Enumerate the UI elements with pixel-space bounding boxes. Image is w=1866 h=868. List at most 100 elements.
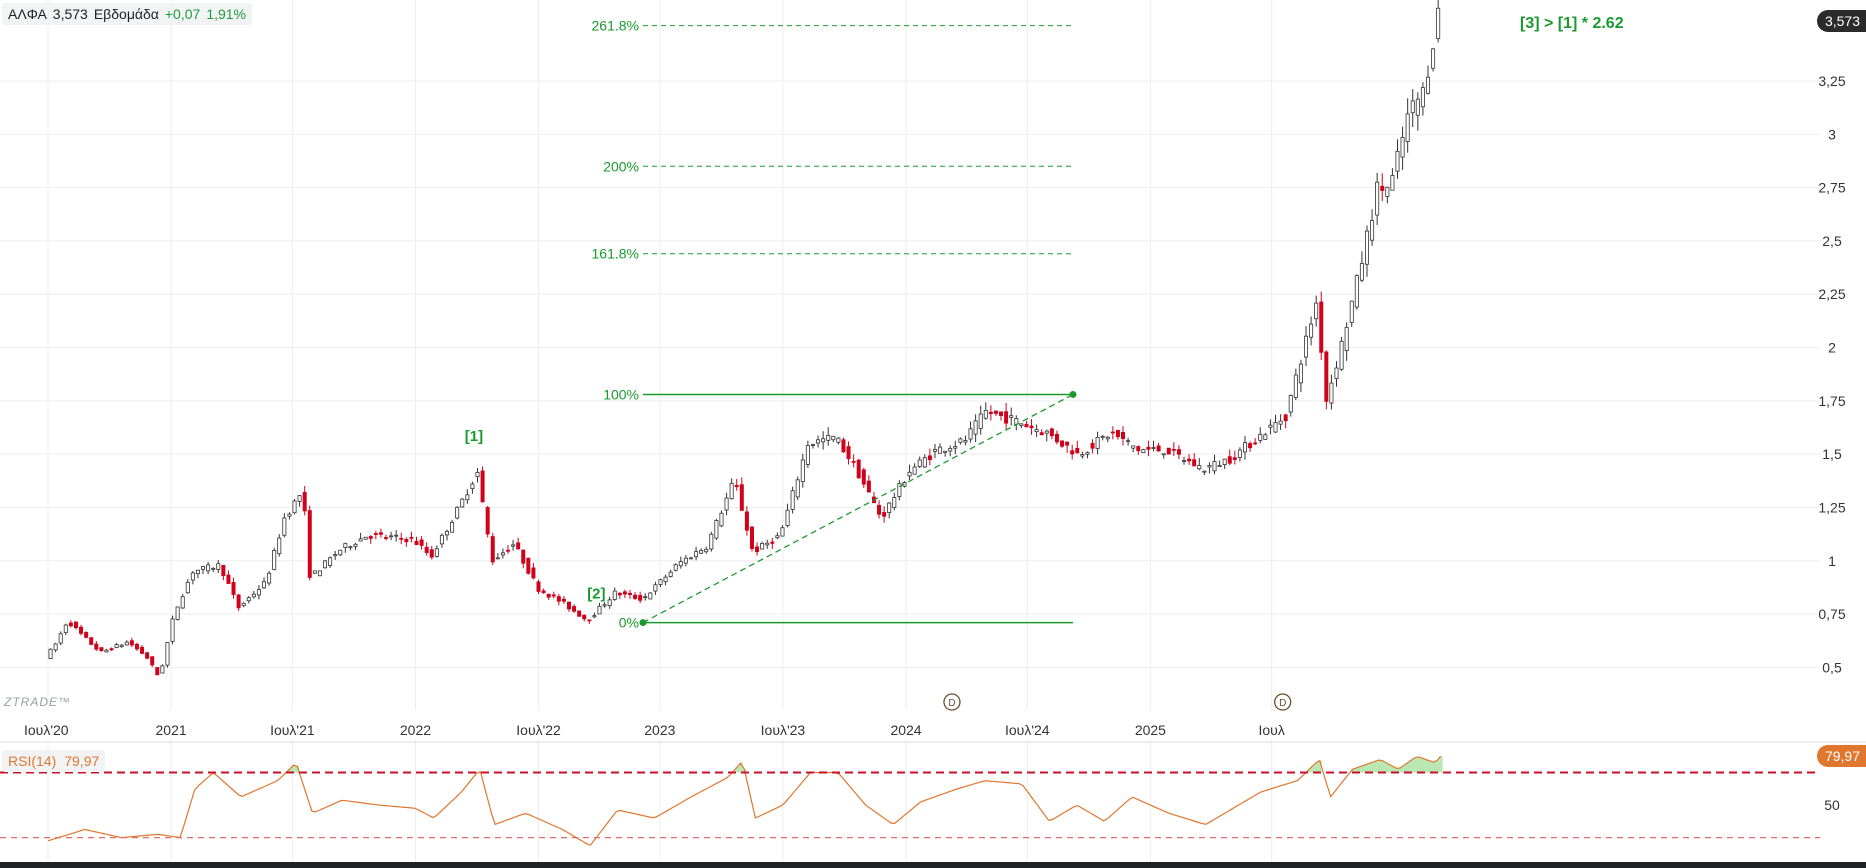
candle-body	[927, 455, 932, 461]
candle-body	[1237, 449, 1242, 458]
candle-body	[658, 579, 663, 585]
candle-body	[302, 491, 307, 512]
rsi-title: RSI(14)	[8, 753, 57, 769]
candle-body	[129, 640, 134, 646]
fib-level-label: 100%	[603, 386, 639, 402]
candle-body	[897, 483, 902, 497]
candle-body	[1161, 453, 1166, 456]
candle-body	[734, 485, 739, 488]
candle-body	[1420, 87, 1425, 108]
bottom-bar	[0, 862, 1866, 868]
candle-body	[821, 438, 826, 443]
rsi-panel	[0, 755, 1820, 846]
candle-body	[1349, 300, 1354, 323]
candle-body	[882, 512, 887, 517]
candle-body	[841, 439, 846, 453]
candle-body	[1243, 442, 1248, 453]
candle-body	[1029, 425, 1034, 429]
candle-body	[1054, 433, 1059, 443]
candle-body	[1060, 440, 1065, 447]
candle-body	[719, 512, 724, 527]
candle-body	[709, 533, 714, 550]
candle-body	[1146, 446, 1151, 450]
candle-body	[251, 593, 256, 598]
candle-body	[1070, 450, 1075, 455]
rsi-value: 79,97	[64, 753, 100, 769]
x-tick-label: Ιουλ'22	[516, 722, 561, 738]
candle-body	[1380, 185, 1385, 191]
candle-body	[267, 572, 272, 584]
candle-body	[551, 594, 556, 597]
rsi-legend[interactable]: RSI(14) 79,97	[2, 750, 106, 772]
candle-body	[150, 656, 155, 666]
candle-body	[99, 647, 104, 652]
candle-body	[282, 517, 287, 536]
candle-body	[993, 410, 998, 414]
candle-body	[1222, 458, 1227, 465]
x-tick-label: Ιουλ'21	[270, 722, 315, 738]
period-label[interactable]: Εβδομάδα	[93, 6, 159, 22]
candle-body	[810, 444, 815, 446]
candle-body	[206, 564, 211, 572]
candle-body	[958, 438, 963, 443]
candle-body	[917, 459, 922, 467]
y-tick-label: 1	[1828, 553, 1836, 569]
candle-body	[572, 606, 577, 612]
y-tick-label: 0,5	[1822, 659, 1842, 675]
candle-body	[195, 569, 200, 575]
candle-body	[211, 567, 216, 570]
x-tick-label: 2022	[400, 722, 431, 738]
candle-body	[612, 590, 617, 600]
candle-body	[114, 644, 119, 648]
candle-body	[1339, 340, 1344, 370]
y-tick-label: 2,5	[1822, 233, 1842, 249]
candle-body	[1227, 456, 1232, 464]
candle-body	[1151, 447, 1156, 449]
grid-lines	[0, 0, 1820, 862]
candle-body	[1293, 374, 1298, 398]
candle-body	[73, 621, 78, 629]
candle-body	[948, 448, 953, 452]
candle-body	[1400, 137, 1405, 158]
candle-body	[414, 540, 419, 545]
candle-body	[1436, 7, 1441, 40]
candle-body	[1207, 465, 1212, 468]
fib-anchor-point	[1069, 390, 1077, 398]
candle-body	[765, 542, 770, 546]
y-tick-label: 2,25	[1818, 286, 1845, 302]
candle-body	[373, 533, 378, 535]
fib-signal-label: [3] > [1] * 2.62	[1520, 15, 1624, 32]
candle-body	[780, 527, 785, 537]
candle-body	[500, 552, 505, 556]
candle-body	[201, 565, 206, 570]
candle-body	[94, 643, 99, 650]
candle-body	[1085, 452, 1090, 455]
candle-body	[358, 538, 363, 542]
candle-body	[1364, 230, 1369, 265]
candle-body	[475, 472, 480, 478]
candle-body	[1166, 447, 1171, 455]
candle-body	[353, 543, 358, 547]
candle-body	[694, 551, 699, 558]
candle-body	[317, 570, 322, 577]
candle-body	[175, 606, 180, 620]
candle-body	[109, 648, 114, 651]
candle-body	[521, 549, 526, 564]
candle-body	[1354, 275, 1359, 308]
candle-body	[190, 572, 195, 581]
rsi-line	[47, 755, 1442, 846]
candle-body	[439, 534, 444, 545]
candle-body	[861, 469, 866, 485]
y-tick-label: 3	[1828, 126, 1836, 142]
candle-body	[704, 548, 709, 553]
candle-body	[1390, 175, 1395, 191]
candle-body	[368, 536, 373, 539]
candle-body	[739, 484, 744, 511]
candle-body	[180, 596, 185, 609]
candle-body	[866, 480, 871, 493]
candle-body	[1034, 429, 1039, 432]
candle-body	[455, 506, 460, 519]
fib-trend-line	[642, 393, 1074, 624]
